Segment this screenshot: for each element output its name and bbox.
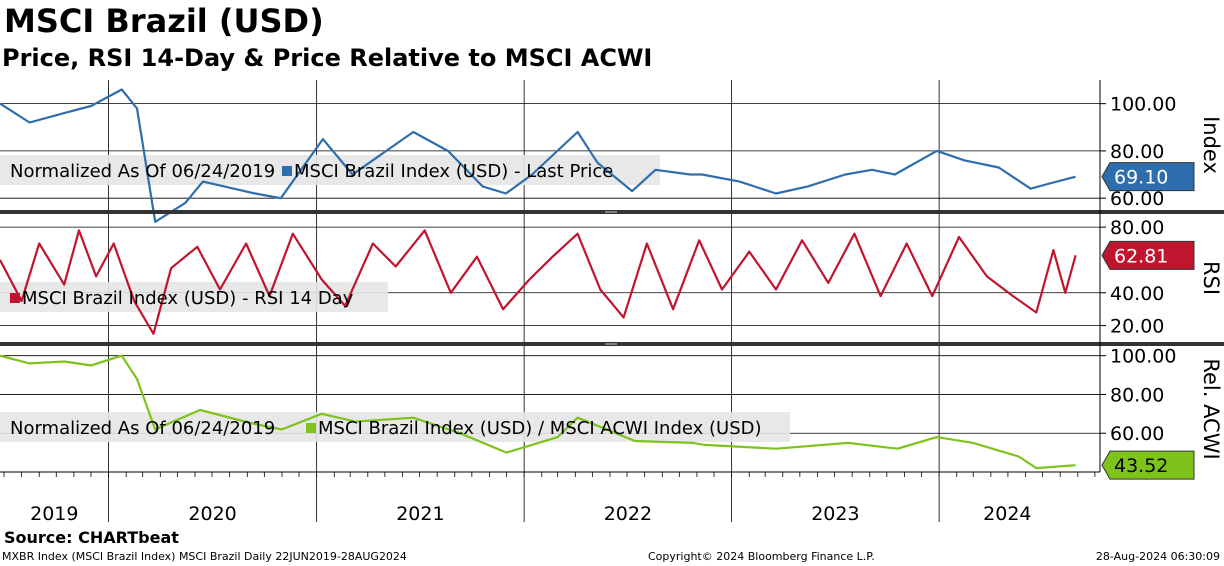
- rsi-axis-title: RSI: [1199, 261, 1223, 295]
- price-axis-title: Index: [1199, 116, 1223, 174]
- relative-last-value-tag: [1101, 450, 1195, 480]
- chart-title: MSCI Brazil (USD): [4, 2, 324, 40]
- rsi-last-value-label: 62.81: [1114, 245, 1168, 267]
- relative-ytick-label: 100.00: [1110, 346, 1176, 368]
- price-legend-label: Normalized As Of 06/24/2019: [10, 161, 275, 182]
- relative-ytick-label: 80.00: [1110, 384, 1164, 406]
- relative-last-value-label: 43.52: [1114, 455, 1168, 477]
- relative-legend-box: [296, 412, 790, 442]
- rsi-last-value-tag: [1101, 240, 1195, 270]
- rsi-ytick-label: 40.00: [1110, 283, 1164, 305]
- relative-ytick-label: 60.00: [1110, 423, 1164, 445]
- footer-copyright: Copyright© 2024 Bloomberg Finance L.P.: [648, 550, 875, 563]
- price-last-value-label: 69.10: [1114, 167, 1168, 189]
- price-series-line: [0, 88, 1076, 223]
- chart-subtitle: Price, RSI 14-Day & Price Relative to MS…: [2, 44, 653, 72]
- rsi-ytick-label: 80.00: [1110, 217, 1164, 239]
- x-year-label: 2019: [30, 503, 78, 522]
- price-legend-swatch: [282, 166, 292, 176]
- rsi-legend-label: MSCI Brazil Index (USD) - RSI 14 Day: [22, 288, 354, 309]
- relative-legend-swatch: [306, 423, 316, 433]
- x-year-label: 2022: [604, 503, 652, 522]
- rsi-series-line: [0, 229, 1077, 335]
- price-legend-label: MSCI Brazil Index (USD) - Last Price: [294, 161, 613, 182]
- price-legend-box: [0, 155, 272, 185]
- x-year-label: 2021: [396, 503, 444, 522]
- relative-legend-label: Normalized As Of 06/24/2019: [10, 418, 275, 439]
- source-label: Source: CHARTbeat: [4, 528, 179, 547]
- rsi-ytick-label: 20.00: [1110, 316, 1164, 338]
- price-ytick-label: 100.00: [1110, 94, 1176, 116]
- footer-ticker-info: MXBR Index (MSCI Brazil Index) MSCI Braz…: [2, 550, 407, 563]
- relative-series-line: [0, 354, 1076, 470]
- price-ytick-label: 60.00: [1110, 188, 1164, 210]
- footer-timestamp: 28-Aug-2024 06:30:09: [1095, 550, 1220, 563]
- chart-area: 100.00 80.00 60.00 Normalized As Of 06/24/2…: [0, 80, 1224, 522]
- relative-legend-box: [0, 412, 296, 442]
- x-year-label: 2023: [811, 503, 859, 522]
- price-last-value-tag: [1101, 162, 1195, 192]
- x-year-label: 2024: [983, 503, 1031, 522]
- price-ytick-label: 80.00: [1110, 141, 1164, 163]
- rsi-legend-box: [0, 282, 388, 312]
- relative-legend-label: MSCI Brazil Index (USD) / MSCI ACWI Inde…: [318, 418, 762, 439]
- relative-axis-title: Rel. ACWI: [1199, 358, 1223, 459]
- x-year-label: 2020: [188, 503, 236, 522]
- rsi-legend-swatch: [10, 293, 20, 303]
